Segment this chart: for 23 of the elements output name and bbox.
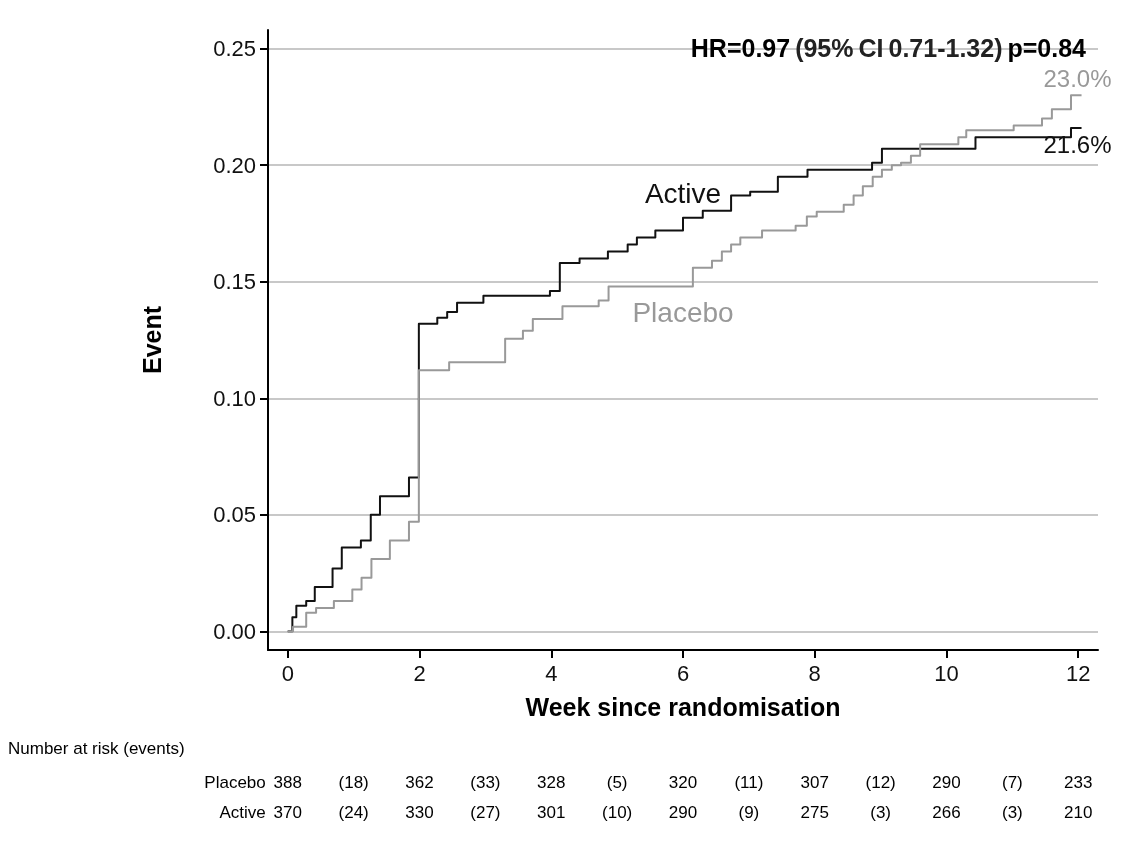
y-tick-label: 0.10 bbox=[213, 385, 256, 411]
y-tick-label: 0.25 bbox=[213, 36, 256, 62]
x-tick-label: 2 bbox=[413, 660, 426, 686]
chart-title: HR=0.97 (95% CI 0.71-1.32) p=0.84 bbox=[690, 33, 1087, 62]
y-tick-label: 0.00 bbox=[213, 618, 256, 644]
data-label: 23.0% bbox=[1043, 64, 1112, 92]
x-axis-title: Week since randomisation bbox=[525, 692, 841, 721]
series-label: Active bbox=[644, 178, 722, 210]
x-tick-label: 8 bbox=[808, 660, 821, 686]
text: Active 370 (24) 330 (27) 301 (10) 290 (9) 275 (3) 266 (3) 210 bbox=[219, 802, 1093, 822]
x-tick-label: 10 bbox=[934, 660, 959, 686]
y-tick-label: 0.20 bbox=[213, 152, 256, 178]
x-tick-label: 6 bbox=[676, 660, 690, 686]
y-tick-label: 0.05 bbox=[213, 502, 256, 528]
text: Placebo 388 (18) 362 (33) 328 (5) 320 (11) 307 (12) 290 (7) 233 bbox=[204, 772, 1093, 792]
text: Number at risk (events) bbox=[8, 739, 185, 758]
x-tick-label: 12 bbox=[1066, 660, 1091, 686]
y-axis-title: Event bbox=[137, 305, 166, 375]
x-tick-label: 0 bbox=[281, 660, 294, 686]
series-label: Placebo bbox=[632, 296, 734, 328]
data-label: 21.6% bbox=[1043, 131, 1112, 159]
x-tick-label: 4 bbox=[545, 660, 558, 686]
y-tick-label: 0.15 bbox=[213, 269, 256, 295]
